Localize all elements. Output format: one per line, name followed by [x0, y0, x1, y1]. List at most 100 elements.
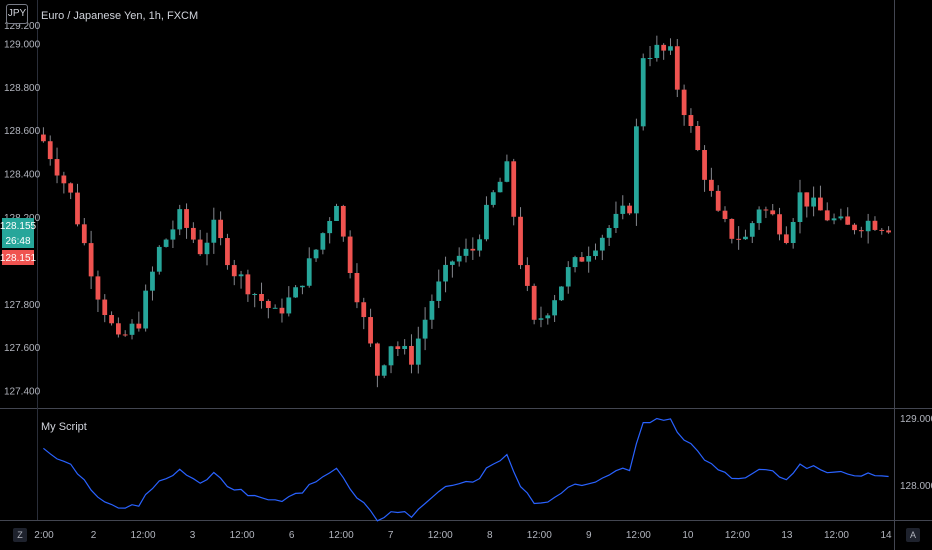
candle-body: [695, 125, 701, 151]
time-tick-label: 12:00: [131, 530, 156, 541]
time-tick-label: 9: [586, 530, 592, 541]
candle-body: [54, 159, 60, 176]
candle-body: [524, 265, 530, 286]
candle-body: [109, 315, 114, 324]
zoom-button[interactable]: Z: [13, 528, 27, 542]
candle-body: [565, 267, 571, 287]
last-price-badge: 128.151: [0, 250, 37, 265]
candle-body: [593, 250, 598, 257]
candle-body: [681, 89, 687, 116]
candle-body: [156, 246, 162, 272]
candlestick-series: [41, 35, 891, 388]
candle-body: [129, 323, 135, 335]
candle-body: [845, 216, 851, 225]
candle-body: [334, 205, 339, 221]
candle-body: [313, 249, 319, 259]
candle-body: [770, 210, 776, 215]
candle-body: [115, 323, 121, 335]
candle-body: [749, 223, 755, 237]
candle-body: [306, 258, 312, 286]
price-tick-label: 128.800: [4, 83, 41, 94]
price-tick-label: 128.600: [4, 126, 41, 137]
indicator-title: My Script: [41, 421, 87, 433]
last-price-label: 128.151: [0, 253, 37, 264]
candle-body: [702, 150, 707, 180]
candle-body: [300, 285, 305, 288]
candle-body: [613, 213, 619, 229]
candle-body: [375, 343, 380, 376]
candle-body: [518, 216, 523, 266]
price-tick-label: 128.400: [4, 170, 41, 181]
candle-body: [497, 181, 503, 193]
candle-body: [872, 220, 878, 230]
candle-body: [47, 141, 53, 160]
candle-body: [463, 248, 469, 256]
candle-body: [674, 46, 680, 90]
candle-body: [449, 261, 455, 265]
candle-body: [490, 192, 496, 205]
time-tick-label: 12:00: [527, 530, 552, 541]
candle-body: [804, 192, 810, 207]
candle-body: [409, 345, 414, 365]
candle-body: [640, 58, 646, 127]
time-tick-label: 12:00: [230, 530, 255, 541]
candle-body: [245, 274, 251, 295]
candle-body: [102, 299, 108, 316]
candle-body: [143, 290, 149, 329]
time-axis: 2:00 2 12:00 3 12:00 6 12:00 7 12:00 8 12:00 9 12:00…: [34, 530, 892, 541]
time-tick-label: 12:00: [824, 530, 849, 541]
candle-body: [688, 115, 694, 126]
chart-title: Euro / Japanese Yen, 1h, FXCM: [41, 10, 198, 22]
candle-body: [395, 346, 401, 350]
time-tick-label: 2: [91, 530, 97, 541]
indicator-line-series: [43, 417, 889, 522]
price-axis: 129.000128.800128.600128.400128.200127.8…: [4, 21, 41, 398]
candle-body: [402, 345, 408, 350]
candle-body: [190, 227, 196, 240]
time-tick-label: 10: [682, 530, 694, 541]
candle-body: [272, 307, 278, 309]
price-tick-label: 127.800: [4, 300, 41, 311]
candle-body: [797, 192, 803, 222]
candle-body: [361, 302, 367, 318]
candle-body: [620, 205, 626, 214]
candle-body: [708, 179, 714, 191]
candle-body: [654, 44, 660, 59]
time-tick-label: 12:00: [626, 530, 651, 541]
time-tick-label: 13: [781, 530, 793, 541]
candle-body: [238, 274, 244, 277]
candle-body: [668, 46, 673, 51]
candle-body: [818, 197, 823, 211]
candle-body: [75, 192, 80, 225]
candle-body: [647, 58, 653, 60]
price-tick-label: 127.400: [4, 387, 41, 398]
candle-body: [197, 239, 203, 255]
candle-body: [552, 300, 557, 316]
candle-body: [204, 242, 210, 255]
candle-body: [415, 338, 421, 365]
time-tick-label: 6: [289, 530, 295, 541]
candle-body: [347, 236, 353, 274]
candle-body: [436, 281, 442, 301]
candle-body: [722, 210, 728, 219]
candle-body: [456, 255, 462, 262]
candle-body: [858, 230, 864, 232]
candle-body: [470, 248, 476, 251]
symbol-badge[interactable]: JPY: [6, 4, 28, 24]
candle-body: [729, 218, 735, 239]
indicator-tick-label: 128.000: [900, 481, 932, 492]
candle-body: [68, 183, 74, 193]
candle-body: [211, 219, 217, 243]
candle-body: [259, 294, 264, 301]
candle-body: [886, 230, 891, 233]
auto-scale-button[interactable]: A: [906, 528, 920, 542]
candle-body: [756, 209, 762, 224]
candle-body: [477, 239, 483, 251]
candle-body: [252, 294, 258, 296]
candle-body: [150, 271, 155, 291]
candle-body: [824, 210, 830, 221]
countdown-label: 26:48: [5, 236, 30, 247]
candle-body: [443, 264, 448, 282]
candle-body: [340, 205, 346, 237]
